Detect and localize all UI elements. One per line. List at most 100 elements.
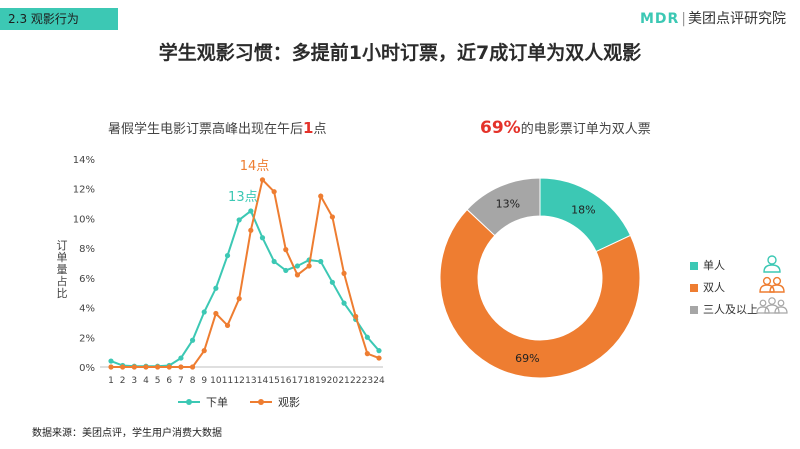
x-tick-label: 4	[143, 376, 149, 386]
x-tick-label: 12	[233, 376, 244, 386]
series-2-point	[201, 348, 207, 354]
x-tick-label: 23	[362, 376, 373, 386]
series-line-2	[111, 177, 380, 368]
y-tick-label: 8%	[79, 244, 95, 255]
x-tick-label: 3	[131, 376, 137, 386]
legend-swatch	[690, 262, 698, 270]
series-1-point	[213, 285, 219, 291]
x-tick-label: 5	[155, 376, 161, 386]
series-1-point	[259, 235, 266, 241]
series-1-point	[189, 337, 196, 343]
logo-name: 美团点评研究院	[688, 11, 786, 27]
x-tick-label: 22	[350, 376, 361, 386]
y-tick-label: 6%	[79, 274, 95, 285]
x-tick-label: 24	[373, 376, 385, 386]
series-2-point	[329, 214, 335, 220]
group-people-icon	[756, 297, 788, 314]
line-chart-title: 暑假学生电影订票高峰出现在午后1点	[108, 119, 327, 137]
legend-label-2: 观影	[278, 396, 300, 409]
legend-swatch	[690, 306, 698, 314]
series-2-point	[166, 364, 172, 370]
series-2-point	[213, 310, 219, 317]
y-tick-label: 2%	[79, 333, 95, 344]
donut-slice-3	[466, 177, 541, 237]
slice-label-3: 13%	[496, 198, 520, 211]
x-tick-label: 7	[178, 376, 184, 386]
legend-marker-1	[186, 399, 192, 405]
donut-slice-2	[439, 208, 641, 379]
series-2-point	[108, 364, 114, 370]
series-2-point	[376, 355, 382, 361]
x-tick-label: 11	[222, 376, 233, 386]
series-1-point	[178, 355, 184, 361]
series-1-point	[271, 258, 277, 265]
series-2-point	[364, 351, 370, 357]
series-2-point	[294, 272, 301, 278]
series-1-point	[329, 279, 335, 285]
series-2-point	[155, 364, 161, 370]
series-2-point	[131, 364, 137, 370]
x-tick-label: 10	[210, 376, 222, 386]
y-tick-label: 10%	[73, 214, 95, 225]
section-tag: 2.3 观影行为	[0, 8, 118, 30]
x-tick-label: 18	[303, 376, 315, 386]
x-tick-label: 6	[166, 376, 172, 386]
series-2-point	[143, 364, 149, 370]
series-2-point	[341, 270, 347, 276]
series-1-point	[236, 217, 242, 223]
slice-label-2: 69%	[515, 352, 539, 365]
series-2-point	[271, 189, 277, 195]
series-1-point	[224, 252, 231, 259]
legend-label: 双人	[703, 281, 725, 294]
y-tick-label: 12%	[73, 185, 95, 196]
logo: MDR | 美团点评研究院	[639, 11, 786, 27]
legend-label-1: 下单	[206, 396, 228, 409]
series-1-point	[108, 358, 114, 364]
series-2-point	[318, 193, 324, 199]
legend-marker-2	[258, 399, 264, 405]
series-2-point	[224, 322, 231, 328]
pie-legend-item: 单人	[690, 257, 725, 273]
pie-title-percent: 69%	[480, 118, 521, 138]
legend-swatch	[690, 284, 698, 292]
series-2-point	[283, 247, 289, 253]
pie-legend-item: 三人及以上	[690, 301, 758, 317]
y-tick-label: 4%	[79, 304, 95, 315]
pie-chart-title: 69%的电影票订单为双人票	[480, 118, 651, 138]
two-people-icon	[759, 276, 785, 293]
logo-brand: MDR	[639, 11, 680, 27]
x-tick-label: 2	[120, 376, 126, 386]
series-1-point	[201, 309, 207, 315]
y-tick-label: 0%	[79, 363, 95, 374]
series-2-point	[178, 364, 184, 370]
x-tick-label: 8	[190, 376, 196, 386]
line-chart: 0%2%4%6%8%10%12%14%1 2 3 4 5 6 7 8 9 10 11 12 13 14 15…	[73, 155, 385, 409]
series-2-point	[353, 313, 359, 320]
single-person-icon	[763, 255, 781, 273]
series-1-point	[376, 348, 382, 354]
x-tick-label: 13	[245, 376, 256, 386]
data-source-note: 数据来源：美团点评，学生用户消费大数据	[32, 428, 222, 439]
x-tick-label: 16	[280, 376, 292, 386]
series-1-point	[283, 267, 289, 274]
x-tick-label: 15	[268, 376, 279, 386]
donut-chart: 18% 69% 13%	[439, 177, 641, 379]
series-1-point	[248, 208, 254, 214]
series-1-point	[294, 263, 301, 269]
y-axis-label: 订单量占比	[56, 239, 68, 300]
series-2-point	[120, 364, 126, 370]
line-chart-title-highlight: 1	[303, 119, 314, 137]
series-1-point	[341, 300, 347, 306]
x-tick-label: 9	[201, 376, 207, 386]
x-tick-label: 14	[257, 376, 269, 386]
x-tick-label: 20	[327, 376, 339, 386]
x-tick-label: 19	[315, 376, 327, 386]
series-1-point	[364, 334, 370, 340]
x-tick-label: 1	[108, 376, 114, 386]
series-line-1	[110, 209, 380, 368]
series-2-point	[306, 263, 312, 269]
legend-label: 三人及以上	[703, 303, 758, 316]
series-1-point	[318, 258, 324, 265]
pie-legend-item: 双人	[690, 279, 725, 295]
series-2-point	[236, 296, 242, 302]
